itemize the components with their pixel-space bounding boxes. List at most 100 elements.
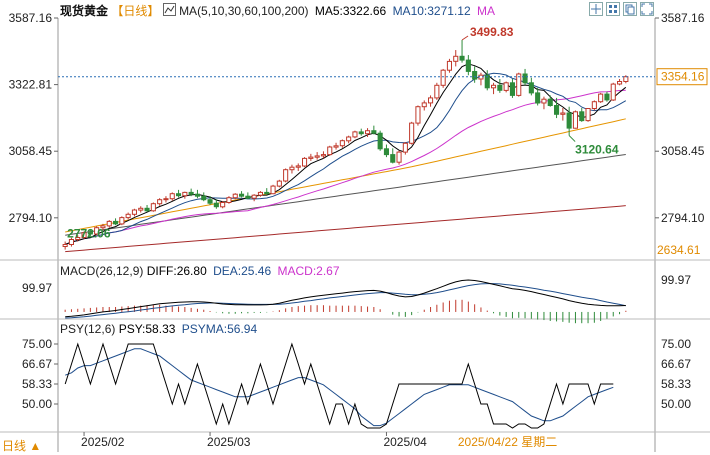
price-tick-label-left: 3587.16 (9, 11, 53, 25)
candle-body (453, 55, 459, 62)
candle-body (579, 111, 585, 122)
price-tick-label-left: 2794.10 (9, 211, 53, 225)
psy-header: PSY(12,6) PSY:58.33 PSYMA:56.94 (60, 322, 257, 336)
period-label[interactable]: 【日线】 (111, 4, 160, 18)
psy-tick-label-right: 66.67 (661, 357, 691, 371)
low-annotation-1: 3120.64 (575, 143, 619, 157)
ma-toggle-icon[interactable] (162, 3, 176, 16)
period-switch-button[interactable]: 日线 ▲ (2, 439, 42, 453)
candle-body (302, 157, 308, 167)
price-tick-label-right: 3058.45 (661, 144, 705, 158)
candle-body (390, 154, 396, 163)
candle-body (188, 191, 194, 195)
candle-body (257, 191, 263, 196)
candle-body (371, 130, 377, 134)
candle-body (535, 92, 541, 104)
macd-dea-value: DEA:25.46 (213, 264, 272, 278)
candle-body (251, 194, 257, 199)
macd-tick-label-right: 99.97 (661, 273, 691, 287)
candle-body (169, 193, 175, 200)
candle-body (100, 225, 106, 229)
candle-body (239, 193, 245, 197)
x-tick-label: 2025/04 (383, 435, 427, 449)
candle-body (176, 193, 182, 197)
cursor-date-label: 2025/04/22 星期二 (458, 435, 557, 449)
psy-line (64, 342, 614, 429)
ma5-value: MA5:3322.66 (314, 4, 387, 18)
candle-body (113, 220, 119, 225)
candle-body (604, 93, 610, 101)
ma200-line (65, 205, 626, 253)
crosshair-icon[interactable] (589, 2, 603, 16)
candle-body (295, 165, 301, 168)
psy-tick-label-right: 50.00 (661, 397, 691, 411)
psy-tick-label-left: 50.00 (22, 397, 52, 411)
x-tick-label: 2025/03 (207, 435, 251, 449)
candle-body (352, 131, 358, 138)
candle-body (459, 55, 465, 61)
high-annotation-pointer (461, 35, 469, 41)
candle-body (446, 60, 452, 71)
candle-body (75, 237, 81, 240)
candle-body (440, 69, 446, 86)
candle-body (119, 217, 125, 225)
psy-value: PSY:58.33 (118, 322, 176, 336)
candle-body (617, 81, 623, 85)
candle-body (201, 195, 207, 201)
candle-body (415, 106, 421, 124)
candle-body (264, 191, 270, 195)
candle-body (333, 145, 339, 148)
grid-icon[interactable] (606, 2, 620, 16)
candle-body (610, 83, 616, 101)
candle-body (547, 98, 553, 106)
candle-body (598, 93, 604, 103)
candle-body (591, 101, 597, 109)
candle-body (327, 146, 333, 156)
candle-body (245, 195, 251, 199)
current-price-label: 3354.16 (661, 70, 705, 84)
candle-body (68, 239, 75, 245)
candle-body (131, 209, 137, 215)
candle-body (106, 220, 112, 227)
candle-body (554, 105, 560, 115)
candle-body (409, 122, 415, 144)
candle-body (144, 207, 150, 212)
candle-body (560, 112, 566, 115)
candle-body (226, 197, 232, 203)
candle-body (585, 108, 591, 122)
candle-body (484, 74, 490, 89)
candle-body (213, 202, 219, 208)
candle-body (572, 111, 579, 129)
macd-dea-line (65, 283, 626, 319)
candle-body (81, 232, 87, 238)
ma30-line (65, 89, 626, 245)
price-tick-label-right: 2794.10 (661, 211, 705, 225)
fullscreen-icon[interactable] (640, 2, 654, 16)
candle-body (289, 166, 295, 171)
candle-body (383, 148, 389, 156)
candle-body (465, 59, 471, 72)
candle-body (396, 151, 402, 163)
copy-icon[interactable] (623, 2, 637, 16)
macd-tick-label-left: 99.97 (22, 281, 52, 295)
macd-params-label: MACD(26,12,9) (60, 264, 144, 278)
candle-body (365, 130, 371, 135)
candle-body (232, 193, 238, 199)
candle-body (270, 185, 276, 195)
candle-body (509, 82, 515, 96)
candle-body (157, 199, 163, 205)
candle-body (528, 82, 534, 94)
candle-body (62, 244, 68, 247)
high-annotation: 3499.83 (470, 25, 514, 39)
price-tick-label-left: 3058.45 (9, 144, 53, 158)
candle-body (623, 76, 629, 82)
candle-body (339, 140, 345, 147)
candle-body (358, 131, 364, 135)
candle-body (428, 97, 434, 104)
bottom-price-label: 2634.61 (657, 243, 701, 257)
candle-body (516, 73, 522, 96)
candle-body (503, 82, 509, 91)
ma100-line (65, 154, 626, 236)
